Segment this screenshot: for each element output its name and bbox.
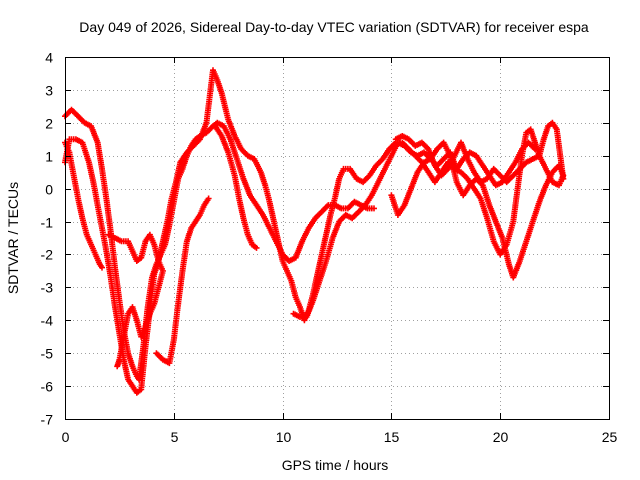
x-tick-label: 20 xyxy=(493,429,509,445)
data-series xyxy=(105,231,166,370)
data-series xyxy=(62,139,105,271)
data-point xyxy=(99,264,105,271)
y-tick-label: -6 xyxy=(41,379,54,395)
y-axis-label: SDTVAR / TECUs xyxy=(5,182,21,294)
y-tick-label: 2 xyxy=(45,116,53,132)
data-point xyxy=(253,244,260,251)
series-trace xyxy=(214,125,258,249)
axis-ticks: 0 5 10 15 20 25 -7 -6 -5 -4 -3 -2 -1 0 1 2 3 4 xyxy=(41,50,618,446)
y-tick-label: 0 xyxy=(45,182,53,198)
y-tick-label: -5 xyxy=(41,346,54,362)
data-point xyxy=(371,205,377,212)
chart-title: Day 049 of 2026, Sidereal Day-to-day VTE… xyxy=(79,19,589,35)
x-tick-label: 0 xyxy=(62,429,70,445)
data-series xyxy=(290,139,538,320)
y-tick-label: 3 xyxy=(45,83,53,99)
y-tick-label: -1 xyxy=(41,215,54,231)
data-series xyxy=(212,123,260,251)
y-tick-label: -2 xyxy=(41,247,54,263)
x-tick-label: 10 xyxy=(276,429,292,445)
y-tick-label: -7 xyxy=(41,412,54,428)
x-tick-label: 15 xyxy=(384,429,400,445)
data-series xyxy=(388,133,567,281)
data-point xyxy=(532,146,538,153)
x-tick-label: 5 xyxy=(171,429,179,445)
data-point xyxy=(205,195,212,202)
y-tick-label: -4 xyxy=(41,313,54,329)
data-series xyxy=(153,195,212,367)
y-tick-label: -3 xyxy=(41,280,54,296)
x-axis-label: GPS time / hours xyxy=(282,457,389,473)
data-point xyxy=(114,363,121,370)
data-point xyxy=(392,136,399,143)
plot-frame xyxy=(65,57,610,420)
y-tick-label: 4 xyxy=(45,50,53,66)
series-layer xyxy=(62,67,567,396)
x-tick-label: 25 xyxy=(602,429,618,445)
y-tick-label: 1 xyxy=(45,149,53,165)
data-series xyxy=(62,67,567,396)
